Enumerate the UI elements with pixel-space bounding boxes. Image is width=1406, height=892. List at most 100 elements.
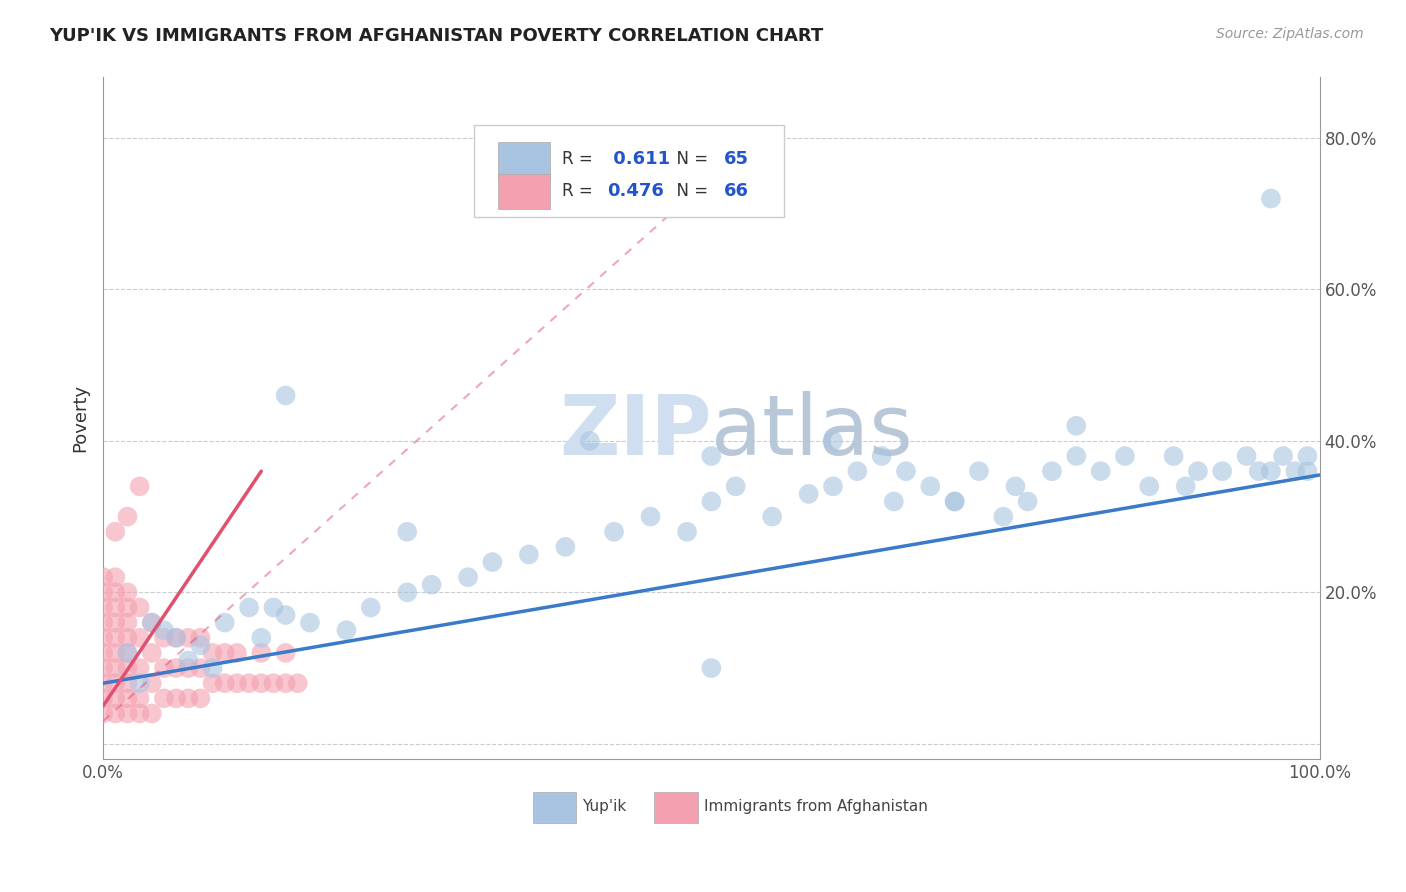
Point	[117, 676, 139, 690]
Point	[91, 706, 114, 721]
Point	[177, 653, 200, 667]
Point	[117, 509, 139, 524]
Point	[104, 524, 127, 539]
Text: Immigrants from Afghanistan: Immigrants from Afghanistan	[704, 799, 928, 814]
Point	[141, 706, 163, 721]
Point	[250, 631, 273, 645]
Point	[104, 646, 127, 660]
Point	[1296, 464, 1319, 478]
Point	[1064, 449, 1087, 463]
Point	[104, 570, 127, 584]
Point	[1040, 464, 1063, 478]
Point	[724, 479, 747, 493]
Point	[1004, 479, 1026, 493]
Point	[104, 706, 127, 721]
Point	[117, 631, 139, 645]
Point	[104, 676, 127, 690]
Point	[117, 646, 139, 660]
Point	[554, 540, 576, 554]
Point	[214, 646, 236, 660]
Point	[396, 524, 419, 539]
Point	[226, 676, 249, 690]
Point	[821, 479, 844, 493]
Point	[165, 661, 187, 675]
Point	[420, 578, 443, 592]
Text: 66: 66	[724, 182, 748, 200]
Point	[117, 585, 139, 599]
Point	[238, 600, 260, 615]
Point	[640, 509, 662, 524]
Point	[91, 691, 114, 706]
Point	[1137, 479, 1160, 493]
Point	[214, 676, 236, 690]
Y-axis label: Poverty: Poverty	[72, 384, 89, 452]
FancyBboxPatch shape	[654, 791, 697, 823]
Point	[214, 615, 236, 630]
FancyBboxPatch shape	[499, 174, 550, 209]
Point	[883, 494, 905, 508]
Point	[1296, 449, 1319, 463]
Point	[177, 691, 200, 706]
Point	[117, 706, 139, 721]
Point	[870, 449, 893, 463]
Point	[117, 615, 139, 630]
Point	[274, 608, 297, 623]
Point	[920, 479, 942, 493]
Point	[1247, 464, 1270, 478]
Point	[177, 631, 200, 645]
Point	[141, 646, 163, 660]
Point	[1236, 449, 1258, 463]
Point	[457, 570, 479, 584]
Point	[894, 464, 917, 478]
Point	[761, 509, 783, 524]
Point	[250, 646, 273, 660]
Point	[190, 638, 212, 652]
Point	[700, 449, 723, 463]
Point	[943, 494, 966, 508]
Text: R =: R =	[562, 151, 598, 169]
Point	[91, 646, 114, 660]
Point	[117, 661, 139, 675]
Text: N =: N =	[666, 151, 714, 169]
Point	[700, 494, 723, 508]
Text: Yup'ik: Yup'ik	[582, 799, 627, 814]
Text: N =: N =	[666, 182, 714, 200]
Point	[578, 434, 600, 448]
Point	[117, 691, 139, 706]
Point	[1064, 418, 1087, 433]
Point	[141, 676, 163, 690]
Point	[91, 600, 114, 615]
Point	[603, 524, 626, 539]
Point	[1272, 449, 1295, 463]
Point	[165, 631, 187, 645]
FancyBboxPatch shape	[499, 143, 550, 178]
Point	[274, 646, 297, 660]
Point	[190, 661, 212, 675]
Point	[262, 676, 284, 690]
Point	[201, 676, 224, 690]
Point	[238, 676, 260, 690]
Point	[117, 646, 139, 660]
Point	[165, 631, 187, 645]
Point	[153, 623, 176, 637]
Point	[1260, 192, 1282, 206]
Point	[91, 661, 114, 675]
Point	[943, 494, 966, 508]
Point	[481, 555, 503, 569]
Point	[335, 623, 357, 637]
Point	[128, 661, 150, 675]
Point	[1163, 449, 1185, 463]
Point	[676, 524, 699, 539]
Point	[250, 676, 273, 690]
Point	[1114, 449, 1136, 463]
Point	[91, 615, 114, 630]
Point	[141, 615, 163, 630]
Point	[287, 676, 309, 690]
Point	[517, 548, 540, 562]
Point	[104, 585, 127, 599]
Point	[360, 600, 382, 615]
Point	[128, 676, 150, 690]
FancyBboxPatch shape	[533, 791, 576, 823]
Point	[104, 600, 127, 615]
Point	[104, 661, 127, 675]
